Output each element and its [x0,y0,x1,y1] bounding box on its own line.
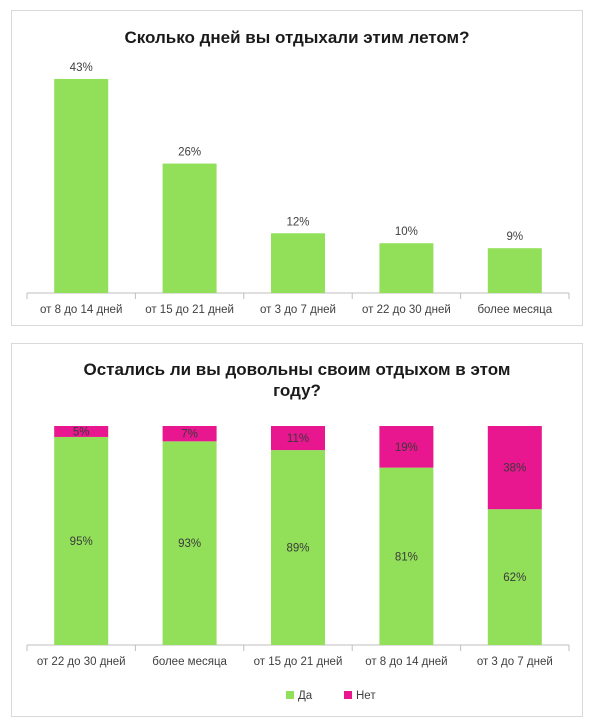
bar-segment-no [271,426,325,451]
data-label: 19% [395,442,418,454]
legend-swatch [344,691,352,699]
legend-label: Да [298,690,313,702]
legend-label: Нет [356,690,376,702]
legend-swatch [286,691,294,699]
data-label: 7% [181,429,198,441]
chart-panel-days: Сколько дней вы отдыхали этим летом? 43%… [11,10,583,326]
data-label: 95% [70,536,93,548]
bar-segment-yes [271,450,325,645]
bar [54,78,109,293]
data-label: 38% [503,463,526,475]
stacked-bar-chart-satisfaction: 95% 5% от 22 до 30 дней 93% 7% более месяца 89… [26,426,570,702]
bar-segment-no [162,426,217,442]
bar-segment-yes [379,467,434,645]
chart-panel-satisfaction: Остались ли вы довольны своим отдыхом в … [11,343,583,717]
bar-segment-no [379,426,434,468]
bar-segment-no [487,426,542,510]
data-label: 89% [286,543,309,555]
chart-title: Остались ли вы довольны своим отдыхом в … [62,359,532,401]
x-tick-label: от 3 до 7 дней [477,656,553,668]
data-label: 26% [178,147,201,159]
data-label: 12% [286,216,309,228]
x-tick-label: от 8 до 14 дней [40,304,122,316]
bar [162,163,217,293]
bar [271,233,325,293]
data-label: 62% [503,572,526,584]
x-tick-label: от 15 до 21 дней [145,304,234,316]
bar [379,243,434,293]
bar [487,248,542,293]
bar-segment-yes [54,436,109,645]
x-tick-label: более месяца [477,304,552,316]
chart-title: Сколько дней вы отдыхали этим летом? [124,28,470,47]
chart-title-line-2: году? [273,381,321,400]
x-tick-label: от 8 до 14 дней [365,656,447,668]
x-tick-label: от 22 до 30 дней [362,304,451,316]
bar-segment-yes [162,441,217,645]
data-label: 5% [73,426,90,438]
data-label: 81% [395,551,418,563]
bar-chart-days: 43% от 8 до 14 дней 26% от 15 до 21 дней 12%… [26,62,570,316]
x-tick-label: от 22 до 30 дней [37,656,126,668]
data-label: 9% [506,231,523,243]
bar-segment-no [54,426,109,437]
bar-segment-yes [487,509,542,645]
x-tick-label: от 15 до 21 дней [254,656,343,668]
data-label: 93% [178,538,201,550]
data-label: 11% [287,433,309,445]
chart-title-line-1: Остались ли вы довольны своим отдыхом в … [83,360,511,379]
data-label: 10% [395,226,418,238]
data-label: 43% [70,62,93,74]
x-tick-label: более месяца [152,656,227,668]
x-tick-label: от 3 до 7 дней [260,304,336,316]
